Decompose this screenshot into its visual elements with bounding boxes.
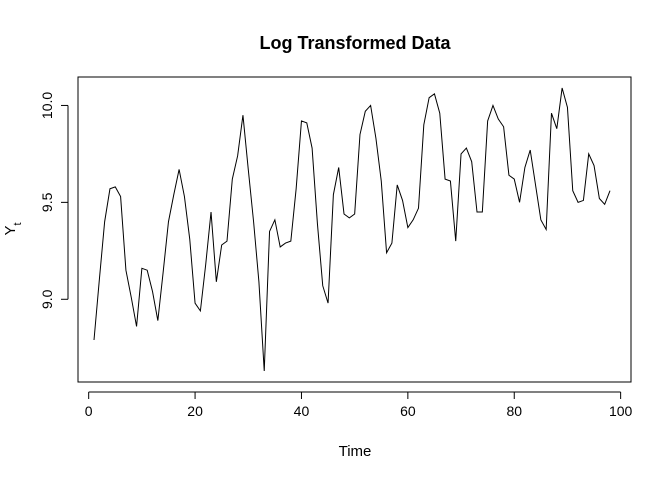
- x-axis-label: Time: [339, 443, 372, 460]
- plot-frame: [77, 76, 632, 383]
- y-axis-label-main: Y: [2, 226, 19, 236]
- series-line: [93, 87, 611, 372]
- y-tick-label: 9.0: [39, 289, 55, 309]
- y-tick-label: 9.5: [39, 192, 55, 212]
- x-tick-label: 0: [85, 403, 93, 419]
- y-axis-label: Yt: [2, 222, 24, 235]
- y-axis-label-subscript: t: [12, 222, 24, 225]
- x-tick-label: 20: [187, 403, 203, 419]
- x-tick-label: 40: [294, 403, 310, 419]
- y-axis: 9.0 9.5 10.0: [39, 92, 69, 309]
- chart-title: Log Transformed Data: [259, 33, 451, 53]
- x-tick-label: 100: [609, 403, 633, 419]
- x-tick-label: 60: [400, 403, 416, 419]
- x-tick-label: 80: [506, 403, 522, 419]
- y-tick-label: 10.0: [39, 92, 55, 119]
- x-axis: 0 20 40 60 80 100: [85, 391, 633, 419]
